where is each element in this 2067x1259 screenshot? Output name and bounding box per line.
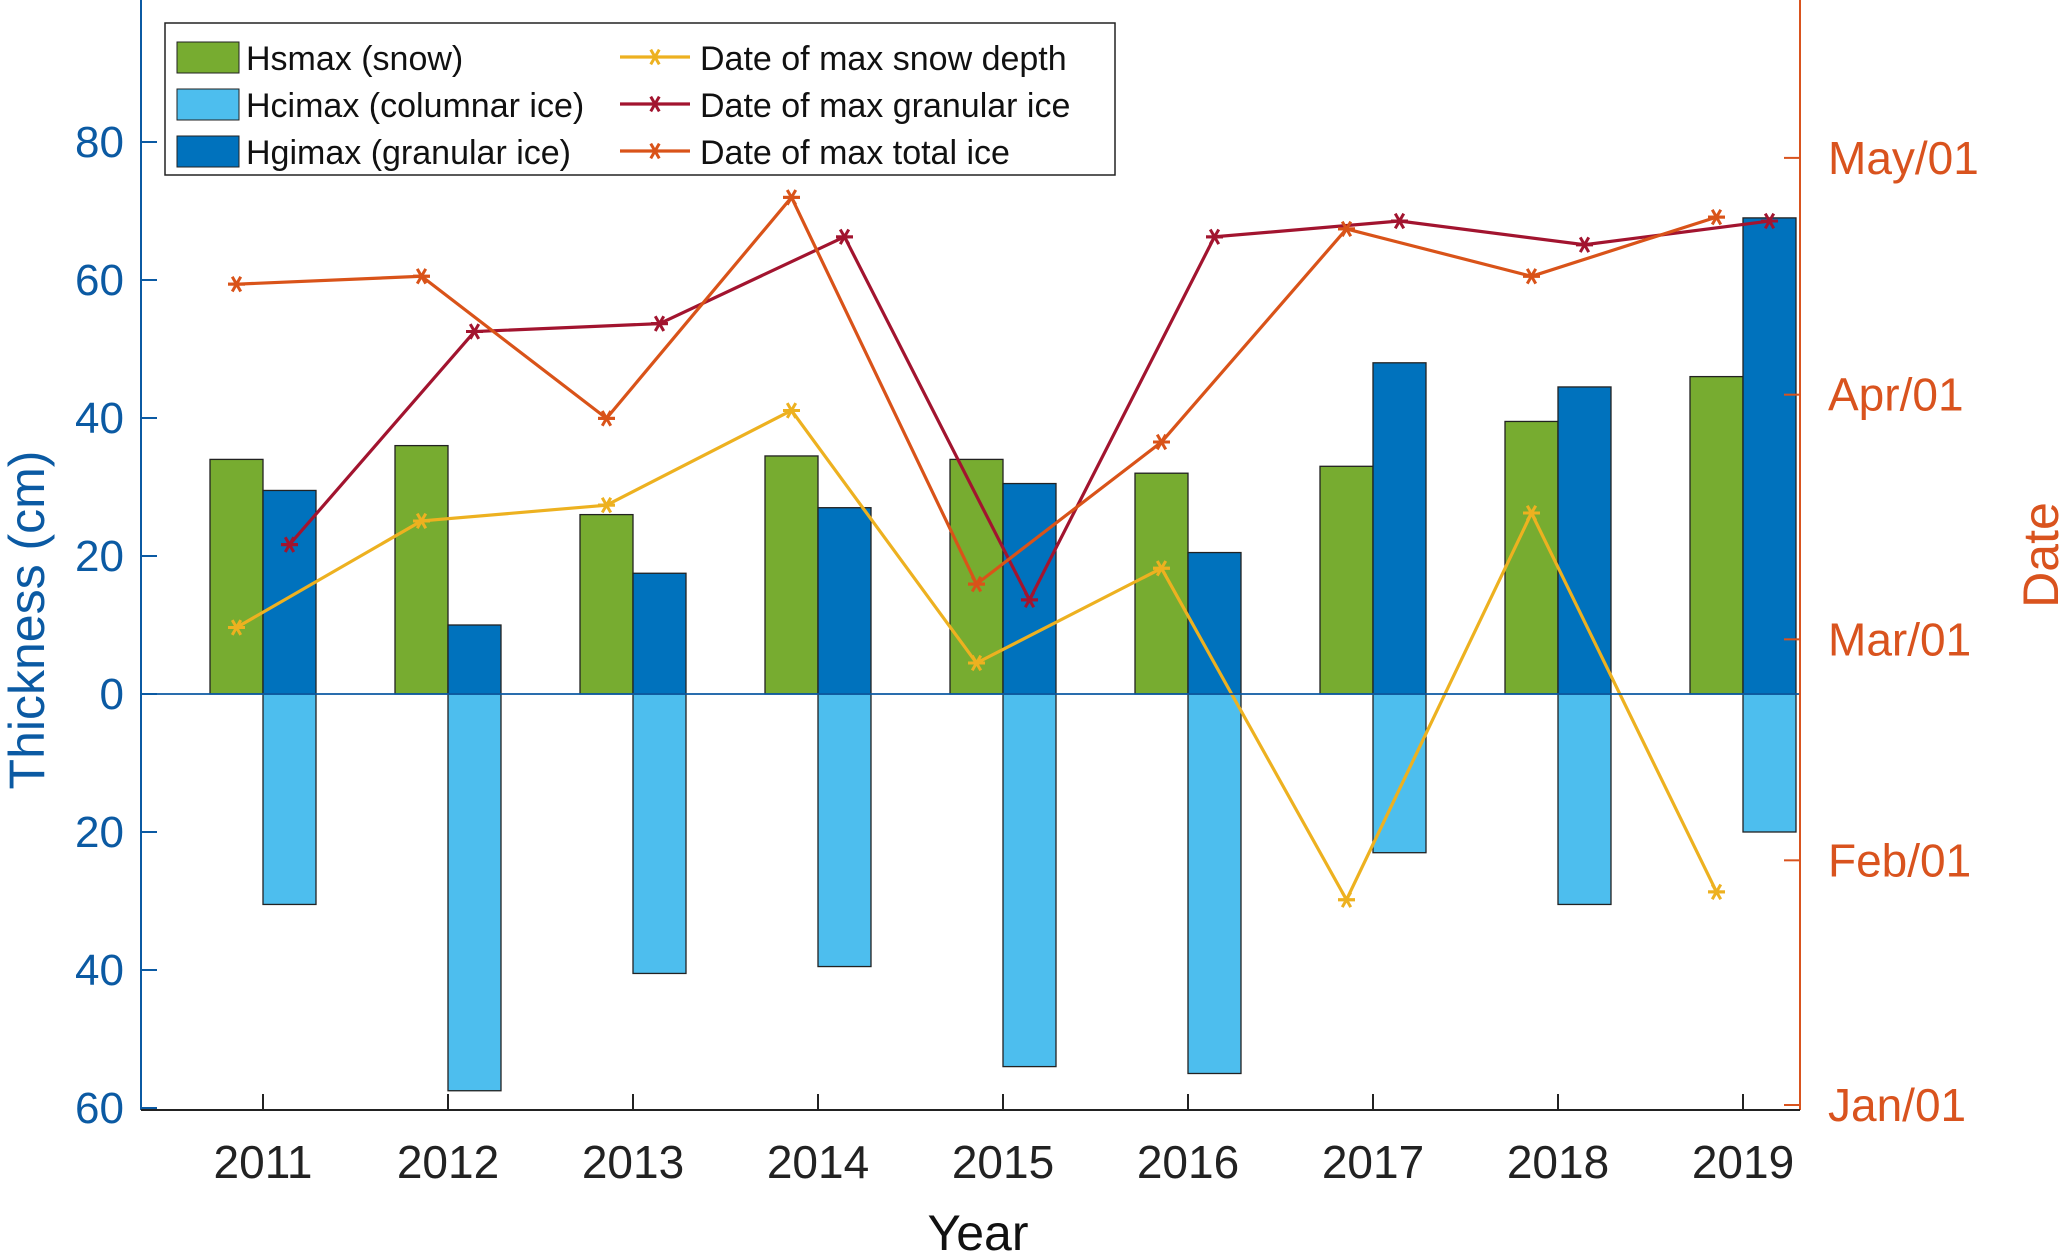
marker-snow-depth-2012 (413, 512, 430, 530)
marker-granular-ice-2013 (651, 315, 668, 332)
marker-granular-ice-2019 (1761, 212, 1778, 230)
bars-layer (209, 217, 1797, 1092)
tick-left-label: 60 (75, 256, 124, 305)
marker-total-ice-2013 (598, 410, 615, 427)
marker-granular-ice-2016 (1206, 228, 1223, 245)
x-axis-title: Year (927, 1205, 1028, 1259)
bar-hsmax-2017 (1319, 465, 1374, 695)
lines-layer (228, 189, 1778, 908)
bar-hcimax-2014 (817, 693, 872, 968)
bar-hsmax-2013 (579, 513, 634, 695)
bar-hsmax-2019 (1689, 375, 1744, 695)
marker-snow-depth-2011 (228, 619, 245, 636)
marker-snow-depth-2018 (1523, 504, 1540, 522)
marker-total-ice-2016 (1153, 433, 1170, 451)
tick-left-label: 40 (75, 394, 124, 443)
bar-hsmax-2018 (1504, 420, 1559, 695)
marker-total-ice-2018 (1523, 268, 1540, 285)
tick-right-label: May/01 (1828, 132, 1979, 184)
legend-swatch-columnar-ice (176, 88, 240, 121)
bar-hgimax-2016 (1187, 551, 1242, 695)
marker-snow-depth-2013 (598, 497, 615, 514)
bar-hcimax-2018 (1557, 693, 1612, 906)
bar-hgimax-2013 (632, 572, 687, 695)
legend-swatch-snow (176, 41, 240, 74)
tick-x-label-2015: 2015 (952, 1136, 1054, 1188)
tick-right-label: Jan/01 (1828, 1079, 1966, 1131)
bar-hsmax-2014 (764, 455, 819, 695)
legend-label-granular-date: Date of max granular ice (700, 87, 1070, 125)
marker-snow-depth-2017 (1338, 891, 1355, 908)
legend-label-snow-date: Date of max snow depth (700, 40, 1067, 78)
legend-label-snow: Hsmax (snow) (246, 40, 463, 78)
marker-total-ice-2014 (783, 189, 800, 206)
marker-granular-ice-2018 (1576, 236, 1593, 253)
tick-right-label: Apr/01 (1828, 369, 1964, 421)
legend-marker-sample (646, 48, 664, 66)
tick-x-label-2016: 2016 (1137, 1136, 1239, 1188)
marker-total-ice-2017 (1338, 220, 1355, 238)
bar-hcimax-2013 (632, 693, 687, 975)
tick-x-label-2017: 2017 (1322, 1136, 1424, 1188)
bar-hsmax-2016 (1134, 472, 1189, 695)
bar-hcimax-2011 (262, 693, 317, 906)
tick-left-label: 20 (75, 532, 124, 581)
bar-hgimax-2012 (447, 624, 502, 695)
legend-label-total-date: Date of max total ice (700, 134, 1010, 172)
bar-hcimax-2016 (1187, 693, 1242, 1075)
y-axis-left-title: Thickness (cm) (0, 451, 55, 790)
legend-label-granular-ice: Hgimax (granular ice) (246, 134, 571, 172)
marker-snow-depth-2019 (1708, 883, 1725, 901)
legend: Hsmax (snow) Hcimax (columnar ice) Hgima… (164, 22, 1116, 176)
tick-left-label: 0 (100, 670, 124, 719)
marker-total-ice-2012 (413, 268, 430, 285)
tick-left-label: 20 (75, 808, 124, 857)
tick-x-label-2012: 2012 (397, 1136, 499, 1188)
marker-total-ice-2011 (228, 276, 245, 293)
tick-x-label-2018: 2018 (1507, 1136, 1609, 1188)
tick-x-label-2011: 2011 (214, 1136, 313, 1188)
bar-hcimax-2019 (1742, 693, 1797, 833)
marker-snow-depth-2015 (968, 654, 985, 672)
tick-x-label-2014: 2014 (767, 1136, 869, 1188)
tick-right-label: Feb/01 (1828, 834, 1971, 886)
tick-right-label: Mar/01 (1828, 613, 1971, 665)
tick-left-label: 60 (75, 1084, 124, 1133)
legend-label-columnar-ice: Hcimax (columnar ice) (246, 87, 584, 125)
legend-marker-sample (646, 95, 664, 113)
marker-total-ice-2015 (968, 575, 985, 593)
marker-granular-ice-2012 (466, 323, 483, 340)
tick-left-label: 40 (75, 946, 124, 995)
marker-granular-ice-2017 (1391, 212, 1408, 230)
bar-hgimax-2014 (817, 507, 872, 695)
bar-hgimax-2018 (1557, 386, 1612, 695)
marker-granular-ice-2015 (1021, 591, 1038, 608)
bar-hgimax-2017 (1372, 362, 1427, 695)
marker-total-ice-2019 (1708, 208, 1725, 226)
legend-marker-sample (646, 142, 664, 160)
marker-snow-depth-2016 (1153, 560, 1170, 577)
y-axis-right-title: Date (2013, 502, 2067, 608)
bar-hsmax-2011 (209, 458, 264, 695)
bar-hcimax-2012 (447, 693, 502, 1092)
bar-hgimax-2015 (1002, 482, 1057, 695)
axes-layer: 80 60 40 20 0 20 40 60 Jan/01 Feb/01 Mar/01 Apr/01 M… (75, 0, 1979, 1188)
marker-snow-depth-2014 (783, 402, 800, 419)
tick-x-label-2013: 2013 (582, 1136, 684, 1188)
bar-hsmax-2012 (394, 444, 449, 695)
bar-hcimax-2015 (1002, 693, 1057, 1068)
tick-x-label-2019: 2019 (1692, 1136, 1794, 1188)
legend-swatch-granular-ice (176, 135, 240, 168)
marker-granular-ice-2014 (836, 228, 853, 245)
marker-granular-ice-2011 (281, 536, 298, 553)
tick-left-label: 80 (75, 118, 124, 167)
bar-hgimax-2019 (1742, 217, 1797, 695)
